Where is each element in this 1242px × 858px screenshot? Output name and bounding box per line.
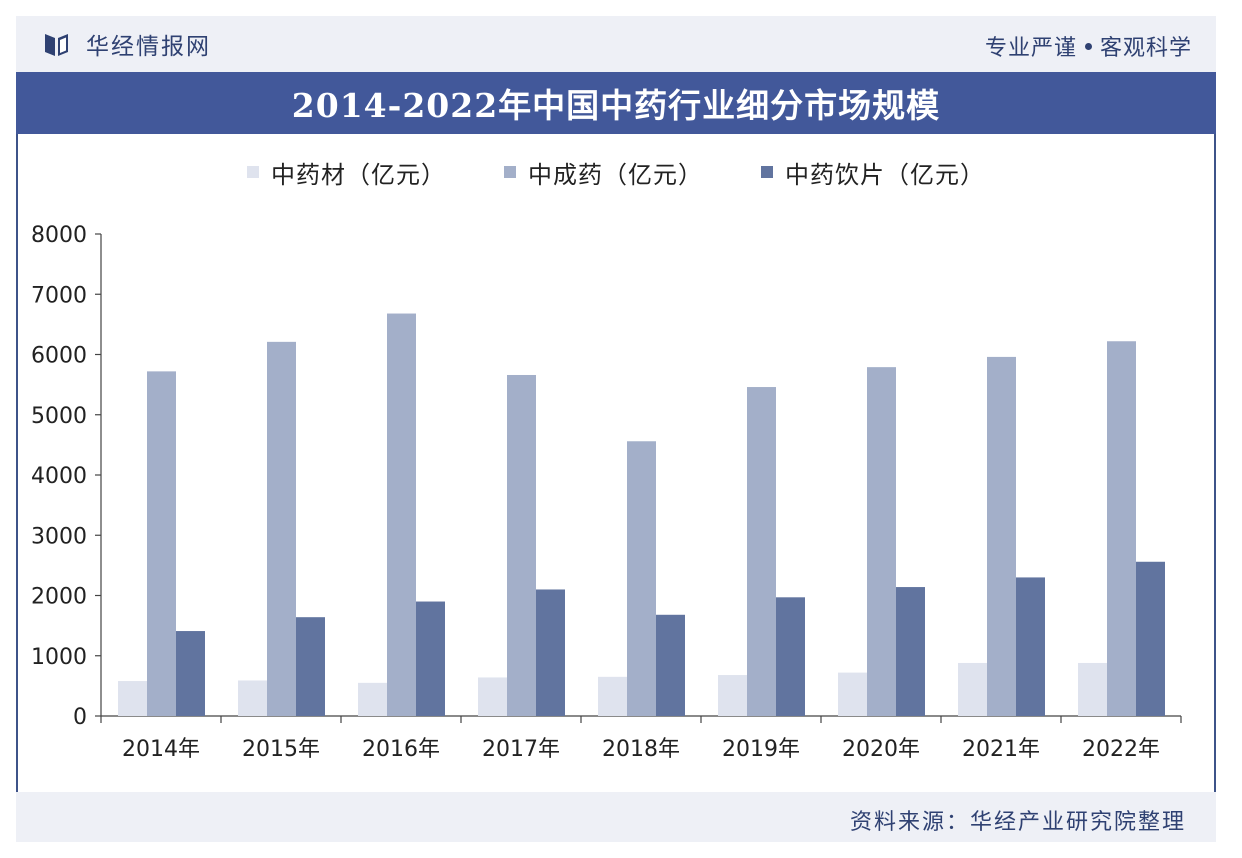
- bar-series-3: [656, 614, 685, 716]
- legend-label-series-2: 中成药（亿元）: [528, 160, 703, 189]
- brand: 华经情报网: [42, 28, 211, 60]
- slogan: 专业严谨 客观科学: [985, 30, 1192, 62]
- bar-series-3: [176, 631, 205, 716]
- y-tick-label: 1000: [31, 645, 87, 670]
- x-tick-label: 2020年: [842, 737, 920, 762]
- bar-series-1: [718, 675, 747, 716]
- x-tick-label: 2016年: [362, 737, 440, 762]
- source-note: 资料来源：华经产业研究院整理: [849, 810, 1186, 835]
- y-tick-label: 0: [73, 705, 87, 730]
- bar-series-1: [358, 682, 387, 716]
- slogan-separator-dot: [1084, 42, 1092, 50]
- y-tick-label: 2000: [31, 585, 87, 610]
- book-logo-icon: [45, 34, 68, 56]
- bar-series-2: [627, 441, 656, 716]
- bar-series-1: [1078, 662, 1107, 716]
- legend-swatch-series-1: [247, 166, 259, 178]
- bar-chart: 0 1000 2000 3000 4000 5000 6000 7000 8000 2014年 20…: [31, 223, 1182, 762]
- y-tick-label: 3000: [31, 524, 87, 549]
- chart-title: 2014-2022年中国中药行业细分市场规模: [291, 86, 941, 125]
- bar-series-2: [147, 371, 176, 716]
- x-tick-label: 2014年: [122, 737, 200, 762]
- bar-series-3: [536, 589, 565, 716]
- x-tick-label: 2015年: [242, 737, 320, 762]
- y-tick-label: 8000: [31, 223, 87, 248]
- x-tick-label: 2022年: [1082, 737, 1160, 762]
- bar-series-1: [478, 677, 507, 716]
- y-tick-label: 6000: [31, 344, 87, 369]
- bar-series-1: [118, 681, 147, 716]
- slogan-right: 客观科学: [1099, 36, 1192, 61]
- legend-item-series-2: 中成药（亿元）: [504, 155, 703, 190]
- y-tick-label: 4000: [31, 464, 87, 489]
- bar-series-1: [838, 672, 867, 716]
- bar-series-3: [296, 617, 325, 716]
- bar-series-1: [238, 680, 267, 716]
- footer-bar: [16, 792, 1216, 842]
- legend-swatch-series-3: [761, 166, 773, 178]
- bar-series-3: [776, 597, 805, 716]
- bar-series-2: [387, 313, 416, 716]
- header-bar: [16, 16, 1216, 72]
- y-tick-label: 7000: [31, 283, 87, 308]
- legend-label-series-3: 中药饮片（亿元）: [785, 160, 985, 189]
- bar-series-3: [896, 587, 925, 716]
- chart-area: 0 1000 2000 3000 4000 5000 6000 7000 8000 2014年 20…: [16, 134, 1216, 792]
- x-tick-label: 2017年: [482, 737, 560, 762]
- y-tick-label: 5000: [31, 404, 87, 429]
- legend-item-series-1: 中药材（亿元）: [247, 155, 446, 190]
- bar-series-3: [1016, 577, 1045, 716]
- legend-label-series-1: 中药材（亿元）: [271, 160, 446, 189]
- bar-series-1: [958, 662, 987, 716]
- bar-series-2: [267, 341, 296, 716]
- bar-series-3: [416, 601, 445, 716]
- legend: 中药材（亿元） 中成药（亿元） 中药饮片（亿元）: [16, 150, 1216, 194]
- slogan-left: 专业严谨: [984, 36, 1077, 61]
- x-tick-label: 2018年: [602, 737, 680, 762]
- title-band: 2014-2022年中国中药行业细分市场规模: [16, 72, 1216, 134]
- bar-series-2: [867, 367, 896, 716]
- bar-series-2: [747, 387, 776, 716]
- legend-swatch-series-2: [504, 166, 516, 178]
- bar-series-2: [987, 356, 1016, 716]
- x-tick-label: 2021年: [962, 737, 1040, 762]
- bar-series-3: [1136, 561, 1165, 716]
- brand-name: 华经情报网: [86, 34, 211, 60]
- bar-series-2: [507, 374, 536, 716]
- bar-series-1: [598, 676, 627, 716]
- bar-series-2: [1107, 341, 1136, 716]
- x-tick-label: 2019年: [722, 737, 800, 762]
- legend-item-series-3: 中药饮片（亿元）: [761, 155, 985, 190]
